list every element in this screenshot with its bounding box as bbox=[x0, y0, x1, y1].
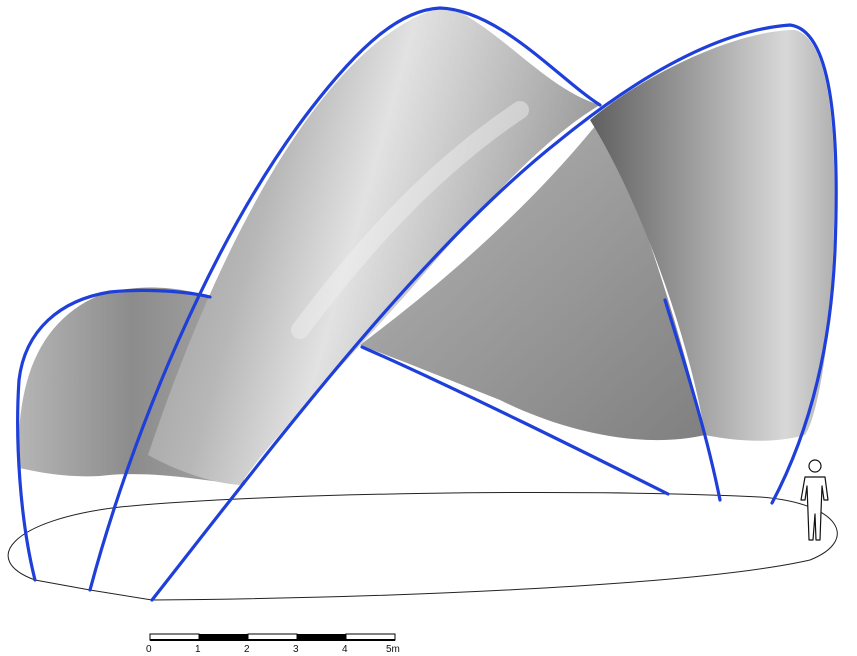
right-arch-edge bbox=[150, 23, 838, 602]
scale-segment bbox=[297, 634, 346, 640]
left-arch-edge bbox=[16, 288, 212, 582]
scale-segment bbox=[199, 634, 248, 640]
inner-right-edge bbox=[663, 298, 722, 502]
ground-ellipse bbox=[7, 491, 838, 601]
main-shell-surface bbox=[148, 9, 600, 485]
main-arch-edge bbox=[88, 6, 602, 592]
scale-tick-label: 4 bbox=[342, 644, 348, 655]
scale-bar: 0 1 2 3 4 5m bbox=[146, 633, 400, 655]
scale-tick-label: 2 bbox=[244, 644, 250, 655]
scale-tick-label: 0 bbox=[146, 644, 152, 655]
inner-diagonal-edge bbox=[360, 345, 670, 496]
scale-tick-label: 5m bbox=[386, 644, 400, 655]
center-shell-surface bbox=[360, 120, 705, 441]
scale-tick-label: 1 bbox=[195, 644, 201, 655]
right-shell-surface bbox=[590, 30, 835, 441]
human-figure-icon bbox=[800, 459, 829, 541]
arch-edges bbox=[16, 6, 838, 602]
main-shell-highlight bbox=[291, 101, 529, 339]
scale-tick-label: 3 bbox=[293, 644, 299, 655]
